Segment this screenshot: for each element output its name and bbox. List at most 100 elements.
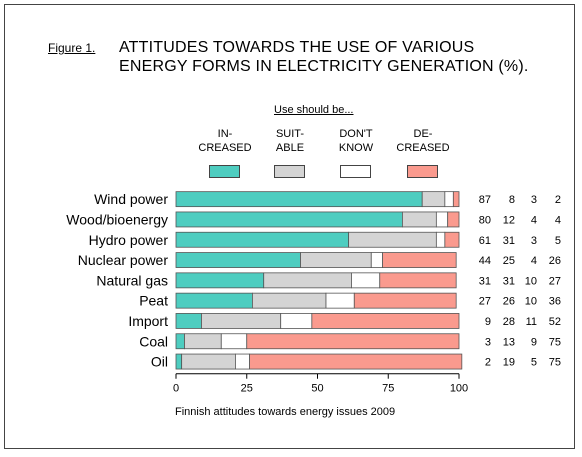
data-label: 9	[485, 316, 491, 328]
category-label: Oil	[151, 354, 168, 370]
legend-item-dont-know: DON'T KNOW	[321, 127, 391, 155]
bar-segment	[382, 252, 457, 268]
figure-label: Figure 1.	[48, 41, 96, 55]
data-label: 28	[503, 316, 515, 328]
data-label: 26	[503, 296, 515, 308]
data-label: 27	[479, 296, 491, 308]
category-label: Natural gas	[96, 272, 168, 288]
legend-label-line1: DE-	[413, 128, 433, 140]
chart-title-line1: ATTITUDES TOWARDS THE USE OF VARIOUS	[119, 39, 475, 56]
bar-segment	[353, 292, 457, 309]
data-label: 26	[549, 255, 561, 267]
data-label: 10	[525, 296, 537, 308]
figure-frame: Figure 1. ATTITUDES TOWARDS THE USE OF V…	[4, 4, 575, 449]
bar-segment	[175, 231, 350, 248]
legend-item-decreased: DE- CREASED	[388, 127, 458, 155]
data-label: 36	[549, 296, 561, 308]
legend-swatch-suitable	[274, 165, 305, 178]
bar-segment	[175, 211, 403, 228]
bar-segment	[175, 353, 183, 370]
data-label: 52	[549, 316, 561, 328]
bar-segment	[348, 231, 437, 248]
bar-segment	[235, 353, 250, 370]
bar-segment	[175, 252, 301, 268]
data-label: 80	[479, 214, 491, 226]
bar-segment	[379, 272, 457, 289]
legend-swatch-decreased	[407, 165, 438, 178]
bar-segment	[421, 191, 446, 208]
legend-label-line1: IN-	[217, 128, 233, 140]
data-label: 3	[485, 336, 491, 348]
category-label: Coal	[139, 333, 168, 349]
bar-segment	[252, 292, 327, 309]
legend-item-increased: IN- CREASED	[190, 127, 260, 155]
data-label: 3	[531, 235, 537, 247]
footnote: Finnish attitudes towards energy issues …	[175, 406, 396, 418]
bar-segment	[452, 191, 460, 208]
data-label: 4	[531, 255, 537, 267]
x-tick-label: 25	[241, 383, 253, 395]
category-label: Peat	[139, 293, 168, 309]
bar-segment	[325, 292, 355, 309]
data-label: 31	[503, 275, 515, 287]
bar-segment	[435, 231, 446, 248]
data-label: 9	[531, 336, 537, 348]
data-label: 8	[509, 194, 515, 206]
data-label: 19	[503, 357, 515, 369]
data-label: 3	[531, 194, 537, 206]
legend-swatch-increased	[209, 165, 240, 178]
category-label: Import	[128, 313, 168, 329]
data-label: 27	[549, 275, 561, 287]
legend-label-line1: SUIT-	[275, 128, 305, 140]
legend-label-line1: DON'T	[339, 128, 373, 140]
x-tick-label: 100	[450, 383, 468, 395]
bar-segment	[263, 272, 352, 289]
data-label: 75	[549, 336, 561, 348]
bar-segment	[401, 211, 437, 228]
legend-heading: Use should be...	[274, 104, 354, 116]
legend-label-line2: CREASED	[396, 142, 450, 154]
data-label: 2	[555, 194, 561, 206]
data-label: 75	[549, 357, 561, 369]
data-label: 4	[531, 214, 537, 226]
category-label: Hydro power	[89, 232, 169, 248]
x-tick-label: 50	[311, 383, 323, 395]
data-label: 11	[526, 316, 537, 328]
category-label: Nuclear power	[78, 252, 169, 268]
data-label: 5	[531, 357, 537, 369]
bar-segment	[175, 292, 253, 309]
data-label: 87	[479, 194, 491, 206]
bar-segment	[175, 313, 202, 329]
data-label: 31	[503, 235, 515, 247]
data-label: 10	[525, 275, 537, 287]
data-label: 4	[555, 214, 561, 226]
bar-segment	[249, 353, 463, 370]
bar-segment	[201, 313, 282, 329]
data-label: 13	[503, 336, 515, 348]
bar-segment	[300, 252, 372, 268]
chart-title: ATTITUDES TOWARDS THE USE OF VARIOUS ENE…	[119, 38, 559, 76]
data-label: 5	[555, 235, 561, 247]
x-tick-label: 75	[382, 383, 394, 395]
legend-swatch-dont-know	[340, 165, 371, 178]
data-label: 61	[479, 235, 491, 247]
bar-segment	[246, 333, 460, 350]
bar-segment	[184, 333, 222, 350]
chart-title-line2: ENERGY FORMS IN ELECTRICITY GENERATION (…	[119, 58, 529, 75]
bar-segment	[280, 313, 313, 329]
category-label: Wood/bioenergy	[66, 211, 168, 227]
bar-segment	[435, 211, 449, 228]
bar-segment	[181, 353, 236, 370]
bar-segment	[444, 191, 454, 208]
bar-segment	[175, 191, 423, 208]
bar-segment	[311, 313, 460, 329]
legend-item-suitable: SUIT- ABLE	[255, 127, 325, 155]
legend-label-line2: CREASED	[198, 142, 252, 154]
bar-segment	[444, 231, 460, 248]
bar-segment	[447, 211, 460, 228]
bar-segment	[351, 272, 381, 289]
data-label: 31	[479, 275, 491, 287]
bar-segment	[220, 333, 248, 350]
legend-label-line2: KNOW	[338, 142, 374, 154]
